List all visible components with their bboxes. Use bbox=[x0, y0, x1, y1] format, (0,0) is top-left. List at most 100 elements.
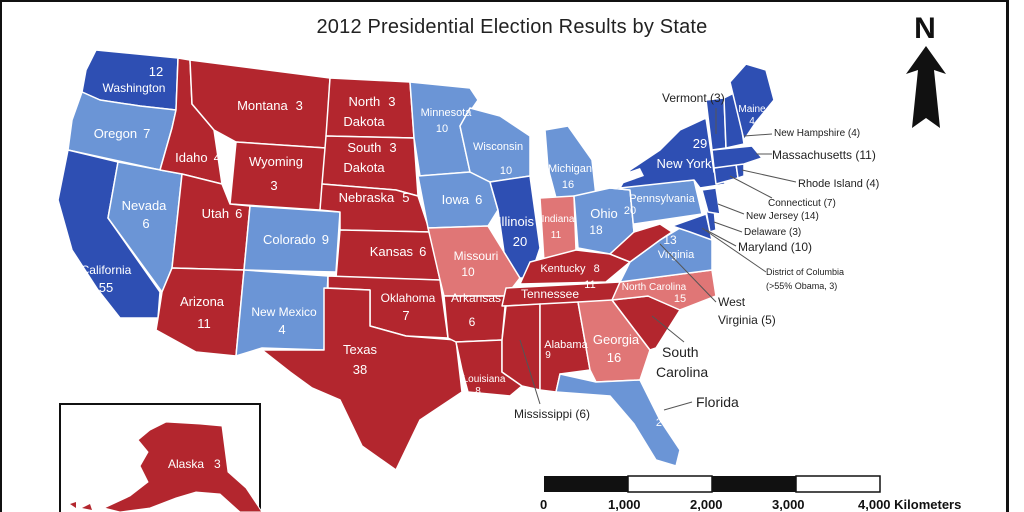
label-texas-ev: 38 bbox=[353, 362, 367, 377]
label-oregon: Oregon 7 bbox=[94, 126, 151, 141]
label-iowa: Iowa 6 bbox=[442, 192, 483, 207]
callout-south-carolina-1: South bbox=[662, 344, 699, 360]
label-california-ev: 55 bbox=[99, 280, 113, 295]
label-washington-ev: 12 bbox=[149, 64, 163, 79]
state-new-jersey[interactable] bbox=[701, 187, 721, 215]
label-georgia-ev: 16 bbox=[607, 350, 621, 365]
label-alabama-ev: 9 bbox=[545, 350, 551, 361]
callout-west-virginia-2: Virginia (5) bbox=[718, 313, 776, 327]
label-tennessee-ev: 11 bbox=[584, 279, 595, 291]
state-wyoming[interactable] bbox=[229, 141, 327, 211]
label-north-dakota-1: North 3 bbox=[348, 94, 395, 109]
scale-tick-0: 0 bbox=[540, 497, 547, 512]
label-florida-ev: 29 bbox=[656, 417, 668, 429]
label-alaska-ev: 3 bbox=[214, 457, 221, 471]
label-kentucky: Kentucky 8 bbox=[540, 263, 599, 275]
label-michigan-ev: 16 bbox=[562, 179, 574, 191]
label-alaska: Alaska bbox=[168, 457, 204, 471]
state-new-mexico[interactable] bbox=[235, 269, 329, 357]
label-indiana: Indiana bbox=[542, 214, 575, 225]
label-virginia: Virginia bbox=[658, 249, 695, 261]
north-arrow: N bbox=[906, 12, 946, 128]
state-maryland[interactable] bbox=[671, 213, 713, 241]
label-ohio: Ohio bbox=[590, 206, 617, 221]
state-arizona[interactable] bbox=[155, 267, 245, 357]
label-wisconsin: Wisconsin bbox=[473, 141, 523, 153]
label-nevada-ev: 6 bbox=[142, 216, 149, 231]
label-georgia: Georgia bbox=[593, 332, 640, 347]
callout-delaware: Delaware (3) bbox=[744, 227, 801, 238]
callout-vermont: Vermont (3) bbox=[662, 91, 725, 105]
north-arrow-icon bbox=[906, 46, 946, 128]
callout-mississippi: Mississippi (6) bbox=[514, 407, 590, 421]
label-oklahoma: Oklahoma bbox=[381, 291, 436, 305]
label-alabama: Alabama bbox=[544, 339, 588, 351]
label-arizona-ev: 11 bbox=[197, 316, 211, 331]
callout-line-maryland bbox=[705, 229, 737, 247]
label-wisconsin-ev: 10 bbox=[500, 165, 512, 177]
label-new-mexico-ev: 4 bbox=[278, 322, 285, 337]
state-rhode-island[interactable] bbox=[735, 163, 745, 179]
label-maine-ev: 4 bbox=[749, 116, 755, 127]
scale-segment-1 bbox=[544, 476, 628, 492]
callout-connecticut: Connecticut (7) bbox=[768, 198, 836, 209]
scale-segment-4 bbox=[795, 475, 881, 493]
label-minnesota: Minnesota bbox=[421, 107, 473, 119]
label-minnesota-ev: 10 bbox=[436, 123, 448, 135]
callout-line-connecticut bbox=[729, 175, 773, 199]
label-nebraska: Nebraska 5 bbox=[339, 190, 410, 205]
label-north-carolina: North Carolina bbox=[622, 282, 687, 293]
label-wyoming: Wyoming bbox=[249, 154, 303, 169]
label-michigan: Michigan bbox=[548, 163, 592, 175]
label-south-dakota-2: Dakota bbox=[343, 160, 385, 175]
callout-florida: Florida bbox=[696, 394, 739, 410]
label-wyoming-ev: 3 bbox=[270, 178, 277, 193]
label-missouri-ev: 10 bbox=[461, 265, 475, 279]
label-illinois-ev: 20 bbox=[513, 234, 527, 249]
label-nevada: Nevada bbox=[122, 198, 168, 213]
callout-line-rhode-island bbox=[741, 169, 797, 183]
scale-bar: 0 1,000 2,000 3,000 4,000 Kilometers bbox=[540, 475, 961, 512]
label-new-york: New York bbox=[657, 156, 712, 171]
label-colorado: Colorado 9 bbox=[263, 232, 329, 247]
callout-line-new-jersey bbox=[717, 203, 745, 215]
state-new-hampshire[interactable] bbox=[723, 91, 745, 149]
callout-line-west-virginia bbox=[659, 243, 717, 303]
state-florida[interactable] bbox=[555, 373, 681, 467]
state-massachusetts[interactable] bbox=[711, 145, 763, 169]
label-california: California bbox=[81, 263, 132, 277]
label-virginia-ev: 13 bbox=[663, 233, 677, 247]
scale-tick-2000: 2,000 bbox=[690, 497, 723, 512]
label-maine: Maine bbox=[738, 104, 766, 115]
label-kansas: Kansas 6 bbox=[370, 244, 427, 259]
callout-south-carolina-2: Carolina bbox=[656, 364, 708, 380]
north-label: N bbox=[914, 12, 936, 45]
label-missouri: Missouri bbox=[454, 249, 499, 263]
state-texas[interactable] bbox=[261, 287, 463, 471]
state-maine[interactable] bbox=[729, 63, 775, 141]
label-pennsylvania: Pennsylvania bbox=[629, 193, 695, 205]
callout-dc-1: District of Columbia bbox=[766, 267, 844, 277]
label-arkansas-ev: 6 bbox=[469, 315, 476, 329]
label-indiana-ev: 11 bbox=[551, 230, 562, 241]
label-louisiana-ev: 8 bbox=[475, 386, 481, 397]
label-washington: Washington bbox=[103, 81, 166, 95]
lake-michigan bbox=[530, 128, 548, 198]
callout-line-mississippi bbox=[519, 339, 541, 405]
scale-tick-3000: 3,000 bbox=[772, 497, 805, 512]
scale-segment-2 bbox=[627, 475, 713, 493]
alaska-islands bbox=[70, 502, 92, 510]
scale-tick-4000: 4,000 Kilometers bbox=[858, 497, 961, 512]
state-alaska[interactable] bbox=[102, 421, 263, 512]
label-pennsylvania-ev: 20 bbox=[624, 205, 636, 217]
label-texas: Texas bbox=[343, 342, 377, 357]
callout-line-florida bbox=[663, 401, 693, 411]
label-tennessee: Tennessee bbox=[521, 287, 579, 301]
label-new-mexico: New Mexico bbox=[251, 305, 317, 319]
label-arizona: Arizona bbox=[180, 294, 225, 309]
label-north-carolina-ev: 15 bbox=[674, 293, 686, 305]
callout-massachusetts: Massachusetts (11) bbox=[772, 148, 876, 162]
